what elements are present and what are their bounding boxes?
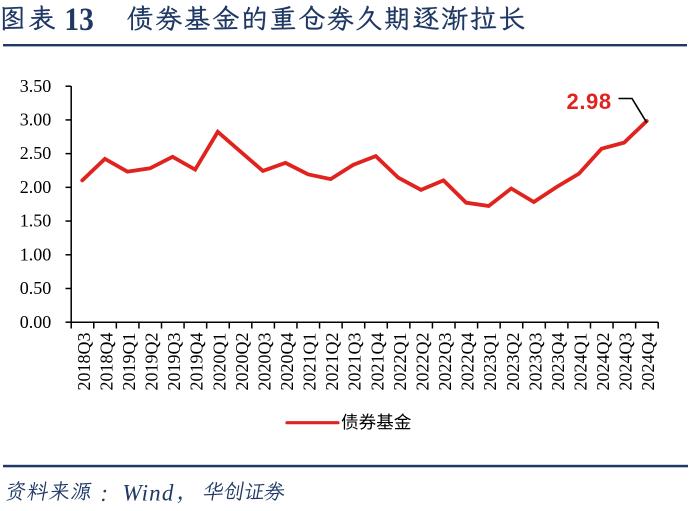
svg-text:2020Q3: 2020Q3 — [254, 333, 274, 391]
svg-text:2020Q1: 2020Q1 — [209, 333, 229, 391]
svg-text:2.00: 2.00 — [20, 177, 52, 197]
svg-text:2019Q3: 2019Q3 — [164, 333, 184, 391]
svg-text:13: 13 — [64, 1, 93, 38]
svg-text:2020Q4: 2020Q4 — [277, 333, 297, 391]
svg-text:2018Q3: 2018Q3 — [74, 333, 94, 391]
svg-text:3.50: 3.50 — [20, 76, 52, 96]
svg-text:2024Q4: 2024Q4 — [638, 333, 658, 391]
svg-text:2024Q3: 2024Q3 — [616, 333, 636, 391]
svg-text:Wind: Wind — [123, 481, 175, 506]
svg-text:2023Q2: 2023Q2 — [503, 333, 523, 391]
svg-text:3.00: 3.00 — [20, 110, 52, 130]
svg-text:2018Q4: 2018Q4 — [96, 333, 116, 391]
svg-text:2019Q1: 2019Q1 — [119, 333, 139, 391]
svg-text:2024Q2: 2024Q2 — [593, 333, 613, 391]
svg-text:1.50: 1.50 — [20, 211, 52, 231]
svg-text:2022Q4: 2022Q4 — [458, 333, 478, 391]
svg-text:2.50: 2.50 — [20, 143, 52, 163]
svg-text:2023Q1: 2023Q1 — [480, 333, 500, 391]
svg-text:2022Q2: 2022Q2 — [412, 333, 432, 391]
svg-text:2019Q4: 2019Q4 — [187, 333, 207, 391]
svg-text:2021Q2: 2021Q2 — [322, 333, 342, 391]
svg-text:2023Q3: 2023Q3 — [525, 333, 545, 391]
svg-text:0.00: 0.00 — [20, 312, 52, 332]
svg-text:2023Q4: 2023Q4 — [548, 333, 568, 391]
svg-text:2021Q3: 2021Q3 — [345, 333, 365, 391]
svg-text:2022Q1: 2022Q1 — [390, 333, 410, 391]
svg-text:2021Q4: 2021Q4 — [367, 333, 387, 391]
svg-text:0.50: 0.50 — [20, 278, 52, 298]
svg-text:1.00: 1.00 — [20, 244, 52, 264]
svg-text:2021Q1: 2021Q1 — [300, 333, 320, 391]
svg-text:2019Q2: 2019Q2 — [142, 333, 162, 391]
svg-text:2020Q2: 2020Q2 — [232, 333, 252, 391]
svg-text:2024Q1: 2024Q1 — [570, 333, 590, 391]
svg-text:2.98: 2.98 — [567, 89, 612, 114]
svg-text:2022Q3: 2022Q3 — [435, 333, 455, 391]
